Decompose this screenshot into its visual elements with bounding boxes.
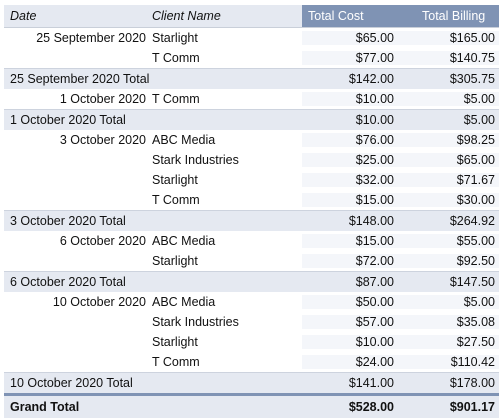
row-client: Starlight xyxy=(150,31,302,45)
row-client: T Comm xyxy=(150,51,302,65)
row-client: Starlight xyxy=(150,335,302,349)
row-client: ABC Media xyxy=(150,133,302,147)
grand-total-label: Grand Total xyxy=(10,400,80,414)
row-billing: $30.00 xyxy=(400,193,499,207)
row-client: ABC Media xyxy=(150,234,302,248)
subtotal-billing: $5.00 xyxy=(463,113,495,127)
subtotal-row: 10 October 2020 Total $141.00 $178.00 xyxy=(4,372,499,393)
row-date: 1 October 2020 xyxy=(4,92,150,106)
row-cost: $77.00 xyxy=(302,51,400,65)
row-cost: $32.00 xyxy=(302,173,400,187)
row-billing: $5.00 xyxy=(400,295,499,309)
row-billing: $71.67 xyxy=(400,173,499,187)
header-row: Date Client Name Total Cost Total Billin… xyxy=(4,5,499,28)
table-row: T Comm $77.00 $140.75 xyxy=(4,48,499,68)
row-client: T Comm xyxy=(150,92,302,106)
grand-total-row: Grand Total $528.00 $901.17 xyxy=(4,393,499,418)
table-row: T Comm $15.00 $30.00 xyxy=(4,190,499,210)
row-client: Starlight xyxy=(150,254,302,268)
header-total-billing[interactable]: Total Billing xyxy=(400,5,499,27)
row-billing: $55.00 xyxy=(400,234,499,248)
row-date: 25 September 2020 xyxy=(4,31,150,45)
row-client: Stark Industries xyxy=(150,153,302,167)
row-billing: $5.00 xyxy=(400,92,499,106)
row-cost: $10.00 xyxy=(302,92,400,106)
table-row: Starlight $32.00 $71.67 xyxy=(4,170,499,190)
subtotal-cost: $87.00 xyxy=(355,275,394,289)
row-billing: $165.00 xyxy=(400,31,499,45)
table-row: T Comm $24.00 $110.42 xyxy=(4,352,499,372)
subtotal-billing: $178.00 xyxy=(449,376,495,390)
table-row: Stark Industries $57.00 $35.08 xyxy=(4,312,499,332)
subtotal-cost: $148.00 xyxy=(348,214,394,228)
row-cost: $50.00 xyxy=(302,295,400,309)
row-cost: $57.00 xyxy=(302,315,400,329)
row-billing: $98.25 xyxy=(400,133,499,147)
subtotal-label: 10 October 2020 Total xyxy=(10,376,133,390)
subtotal-billing: $147.50 xyxy=(449,275,495,289)
row-billing: $110.42 xyxy=(400,355,499,369)
row-date: 6 October 2020 xyxy=(4,234,150,248)
table-row: 6 October 2020 ABC Media $15.00 $55.00 xyxy=(4,231,499,251)
subtotal-billing: $305.75 xyxy=(449,72,495,86)
row-cost: $65.00 xyxy=(302,31,400,45)
table-row: 3 October 2020 ABC Media $76.00 $98.25 xyxy=(4,130,499,150)
row-client: ABC Media xyxy=(150,295,302,309)
row-date: 10 October 2020 xyxy=(4,295,150,309)
row-billing: $92.50 xyxy=(400,254,499,268)
grand-total-cost: $528.00 xyxy=(348,400,394,414)
row-billing: $140.75 xyxy=(400,51,499,65)
row-client: T Comm xyxy=(150,355,302,369)
subtotal-row: 25 September 2020 Total $142.00 $305.75 xyxy=(4,68,499,89)
table-row: Starlight $72.00 $92.50 xyxy=(4,251,499,271)
subtotal-cost: $141.00 xyxy=(348,376,394,390)
row-date: 3 October 2020 xyxy=(4,133,150,147)
grand-total-billing: $901.17 xyxy=(449,400,495,414)
subtotal-cost: $10.00 xyxy=(355,113,394,127)
subtotal-label: 25 September 2020 Total xyxy=(10,72,150,86)
row-client: T Comm xyxy=(150,193,302,207)
subtotal-row: 6 October 2020 Total $87.00 $147.50 xyxy=(4,271,499,292)
table-row: Stark Industries $25.00 $65.00 xyxy=(4,150,499,170)
table-row: 10 October 2020 ABC Media $50.00 $5.00 xyxy=(4,292,499,312)
subtotal-cost: $142.00 xyxy=(348,72,394,86)
header-date[interactable]: Date xyxy=(10,9,37,23)
row-client: Starlight xyxy=(150,173,302,187)
header-total-cost[interactable]: Total Cost xyxy=(302,5,400,27)
header-client-name[interactable]: Client Name xyxy=(152,9,221,23)
row-client: Stark Industries xyxy=(150,315,302,329)
row-billing: $27.50 xyxy=(400,335,499,349)
pivot-table: Date Client Name Total Cost Total Billin… xyxy=(4,0,499,418)
table-row: Starlight $10.00 $27.50 xyxy=(4,332,499,352)
row-cost: $10.00 xyxy=(302,335,400,349)
table-row: 1 October 2020 T Comm $10.00 $5.00 xyxy=(4,89,499,109)
row-cost: $15.00 xyxy=(302,234,400,248)
row-billing: $35.08 xyxy=(400,315,499,329)
subtotal-row: 1 October 2020 Total $10.00 $5.00 xyxy=(4,109,499,130)
subtotal-billing: $264.92 xyxy=(449,214,495,228)
subtotal-label: 3 October 2020 Total xyxy=(10,214,126,228)
subtotal-label: 1 October 2020 Total xyxy=(10,113,126,127)
subtotal-label: 6 October 2020 Total xyxy=(10,275,126,289)
row-cost: $15.00 xyxy=(302,193,400,207)
table-row: 25 September 2020 Starlight $65.00 $165.… xyxy=(4,28,499,48)
row-cost: $24.00 xyxy=(302,355,400,369)
row-billing: $65.00 xyxy=(400,153,499,167)
row-cost: $76.00 xyxy=(302,133,400,147)
subtotal-row: 3 October 2020 Total $148.00 $264.92 xyxy=(4,210,499,231)
row-cost: $72.00 xyxy=(302,254,400,268)
row-cost: $25.00 xyxy=(302,153,400,167)
